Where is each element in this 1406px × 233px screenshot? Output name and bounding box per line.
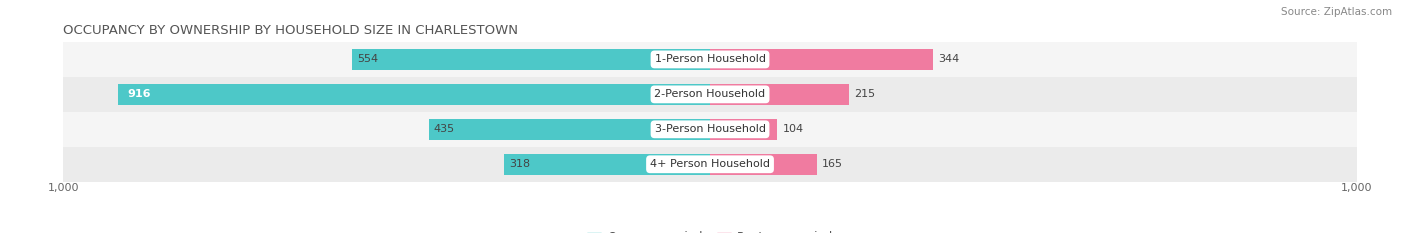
Bar — [710, 154, 817, 175]
Bar — [710, 84, 849, 105]
Bar — [118, 84, 710, 105]
Text: 435: 435 — [434, 124, 456, 134]
Text: 344: 344 — [938, 55, 959, 64]
Text: 318: 318 — [509, 159, 530, 169]
Text: 104: 104 — [783, 124, 804, 134]
Bar — [710, 49, 932, 70]
Bar — [710, 119, 778, 140]
Bar — [505, 154, 710, 175]
Text: 916: 916 — [128, 89, 150, 99]
Text: OCCUPANCY BY OWNERSHIP BY HOUSEHOLD SIZE IN CHARLESTOWN: OCCUPANCY BY OWNERSHIP BY HOUSEHOLD SIZE… — [63, 24, 519, 37]
Bar — [63, 112, 1357, 147]
Bar — [63, 77, 1357, 112]
Legend: Owner-occupied, Renter-occupied: Owner-occupied, Renter-occupied — [582, 226, 838, 233]
Text: 215: 215 — [855, 89, 876, 99]
Text: 554: 554 — [357, 55, 378, 64]
Text: 165: 165 — [823, 159, 844, 169]
Text: 1-Person Household: 1-Person Household — [655, 55, 765, 64]
Text: 3-Person Household: 3-Person Household — [655, 124, 765, 134]
Bar — [429, 119, 710, 140]
Bar — [63, 147, 1357, 182]
Text: 2-Person Household: 2-Person Household — [654, 89, 766, 99]
Bar — [63, 42, 1357, 77]
Text: 4+ Person Household: 4+ Person Household — [650, 159, 770, 169]
Bar — [352, 49, 710, 70]
Text: Source: ZipAtlas.com: Source: ZipAtlas.com — [1281, 7, 1392, 17]
